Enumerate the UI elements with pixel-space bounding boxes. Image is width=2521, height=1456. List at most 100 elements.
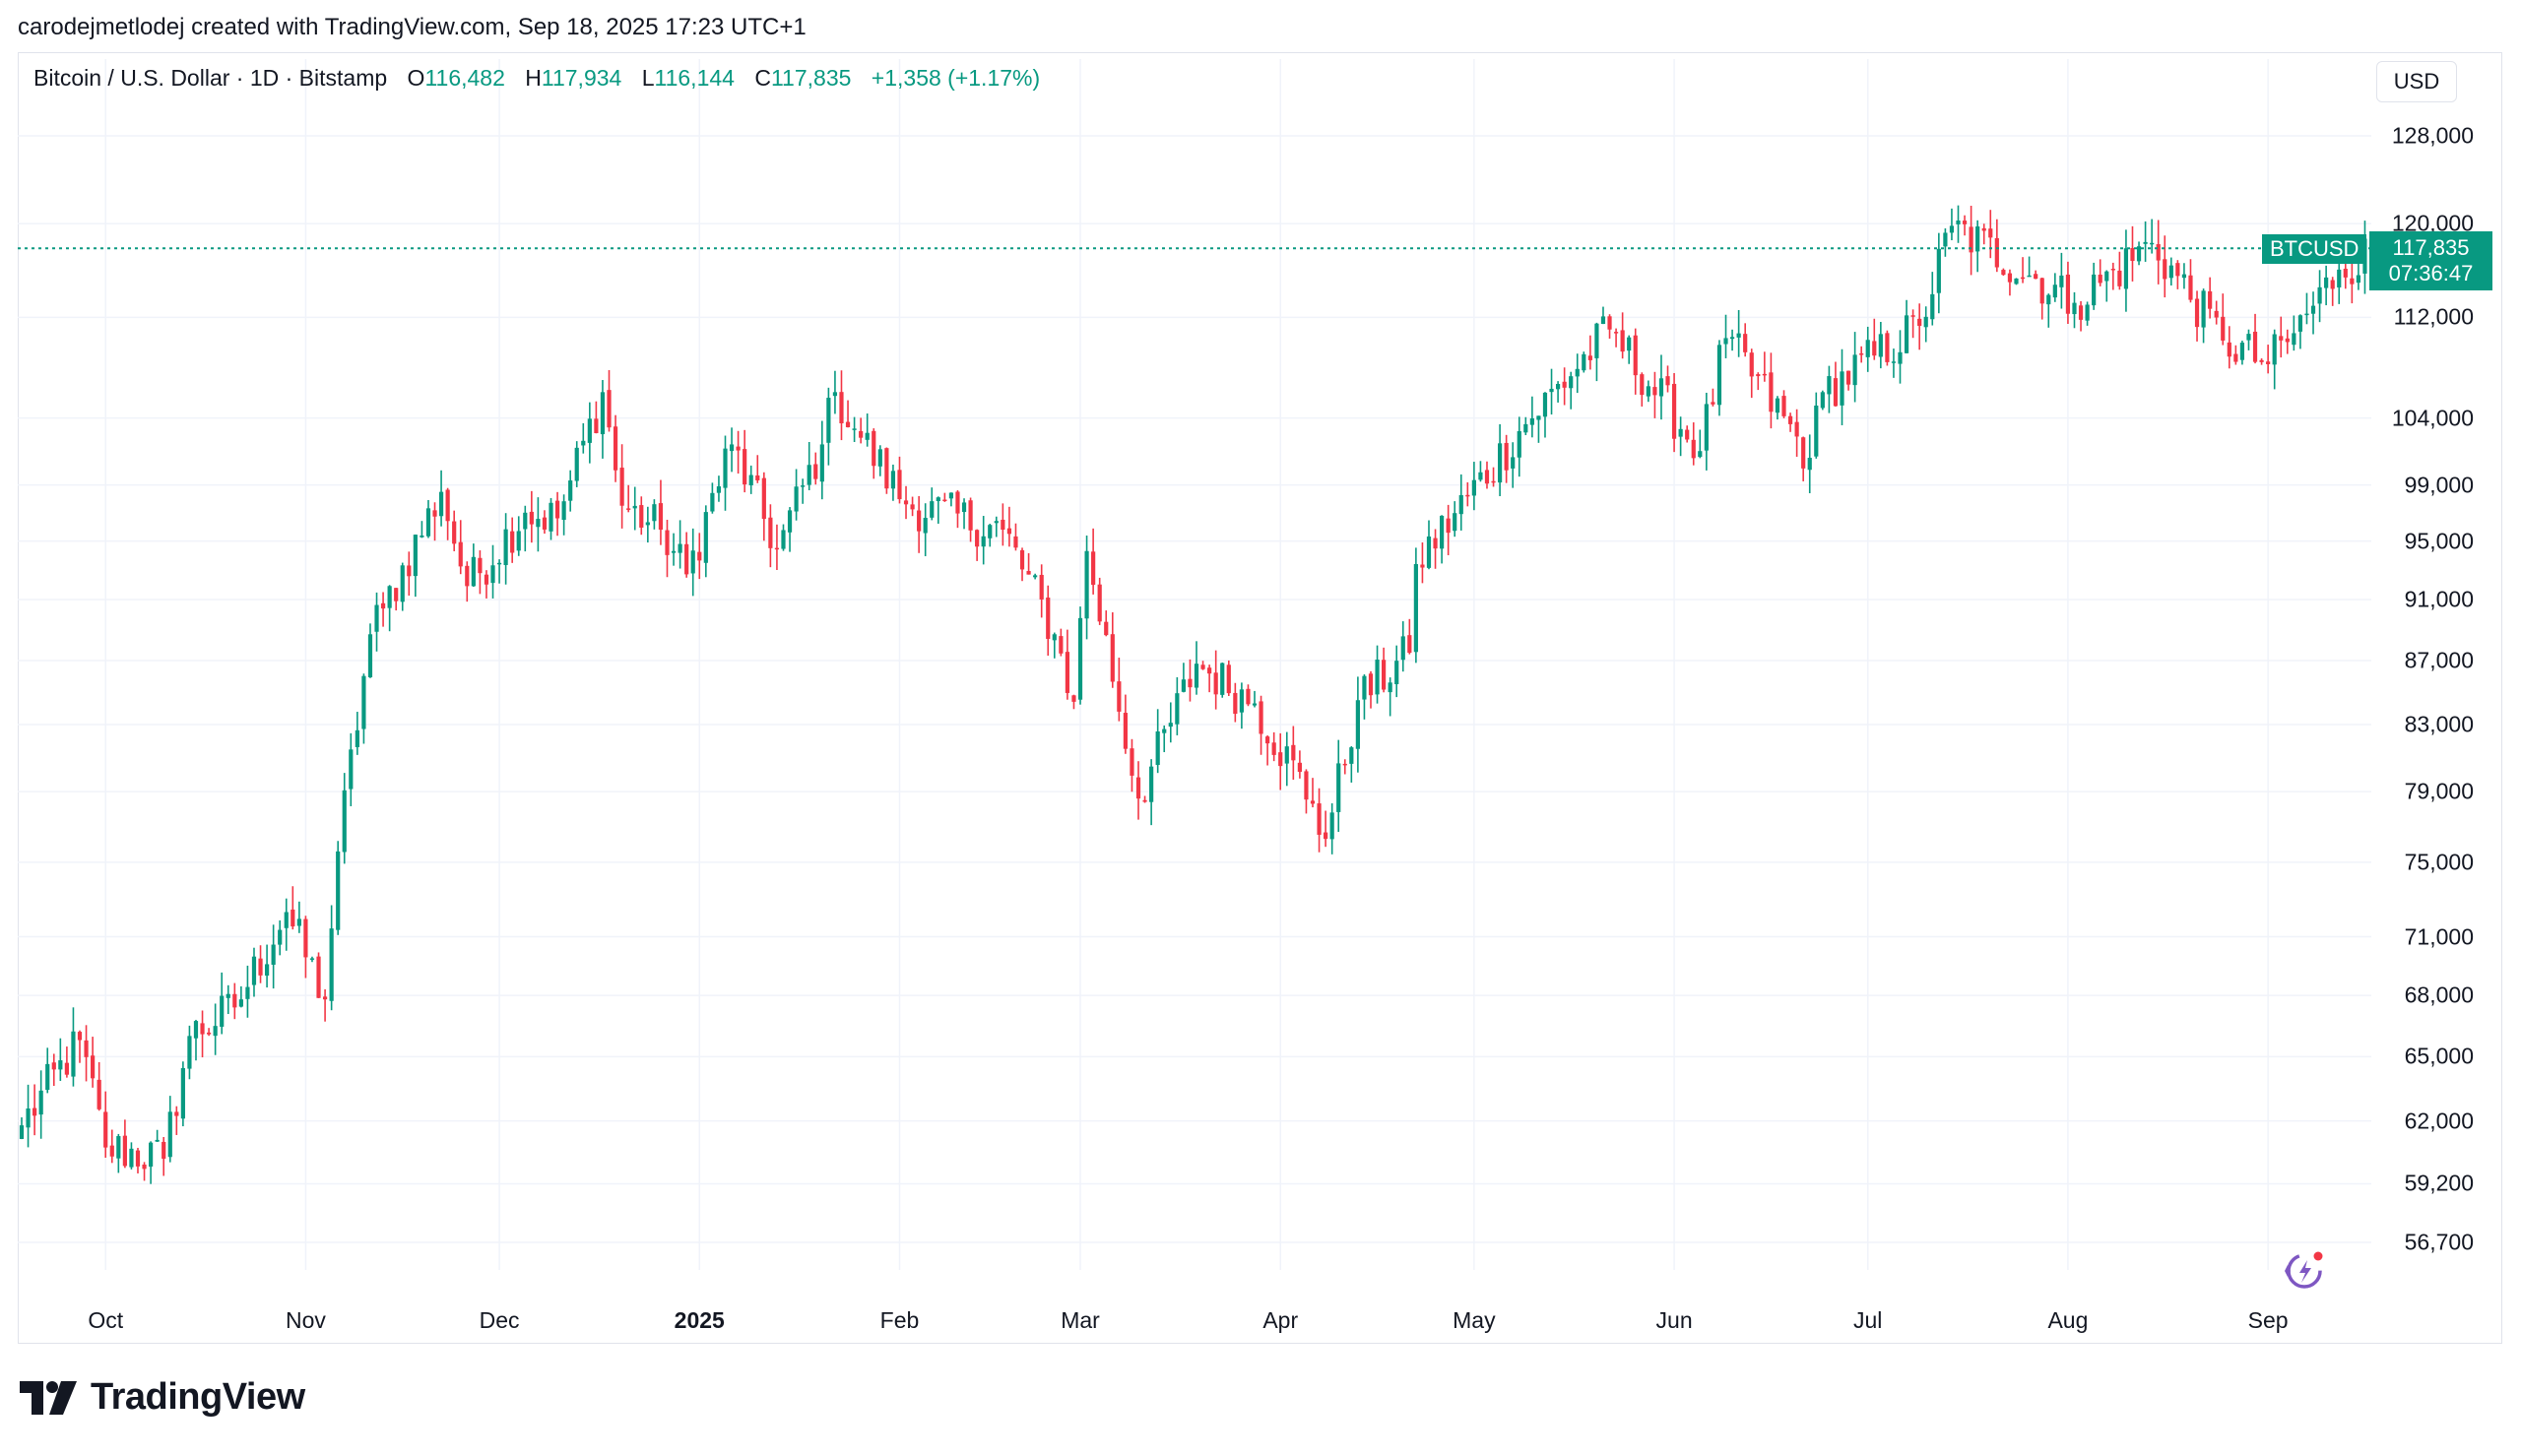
candle-body: [103, 1111, 108, 1148]
candle-body: [1135, 777, 1141, 799]
candle-body: [1297, 762, 1302, 773]
assistant-icon[interactable]: [2275, 1245, 2330, 1299]
candle-body: [626, 508, 631, 510]
candle-body: [478, 557, 483, 574]
candle-body: [761, 477, 766, 520]
candle-body: [1478, 472, 1483, 480]
candle-body: [432, 510, 437, 517]
symbol-title[interactable]: Bitcoin / U.S. Dollar · 1D · Bitstamp: [33, 65, 388, 91]
grid-lines: [18, 59, 2371, 1270]
time-tick-label: Sep: [2247, 1307, 2289, 1333]
candle-body: [930, 501, 935, 518]
candle-body: [51, 1062, 56, 1070]
candle-body: [729, 444, 735, 452]
candle-body: [84, 1040, 89, 1057]
candle-body: [1633, 335, 1638, 376]
candle-body: [1827, 376, 1832, 395]
candle-body: [2104, 271, 2109, 282]
candle-body: [1736, 333, 1741, 338]
candle-body: [2337, 269, 2342, 287]
candle-body: [2110, 269, 2115, 271]
candle-body: [1446, 518, 1451, 534]
candle-body: [2034, 274, 2038, 280]
candle-body: [600, 392, 606, 435]
candle-body: [968, 500, 973, 531]
candle-body: [1949, 225, 1955, 233]
candle-body: [1110, 634, 1115, 682]
candle-body: [1994, 237, 1999, 268]
candle-body: [1175, 693, 1180, 725]
candle-body: [594, 418, 599, 433]
candle-body: [2072, 302, 2077, 315]
candle-body: [2194, 298, 2200, 328]
candle-body: [1046, 598, 1051, 639]
currency-button[interactable]: USD: [2376, 61, 2457, 102]
candle-body: [129, 1148, 134, 1168]
candle-body: [1769, 372, 1774, 412]
candle-body: [1491, 480, 1496, 483]
candle-body: [1426, 536, 1432, 568]
time-tick-label: Oct: [88, 1307, 124, 1333]
candle-body: [387, 586, 392, 608]
candle-body: [1065, 652, 1070, 693]
candle-body: [2098, 274, 2102, 284]
candle-body: [187, 1036, 192, 1069]
candle-body: [639, 505, 644, 528]
candle-body: [826, 398, 831, 443]
candle-body: [1794, 421, 1799, 437]
candle-body: [2039, 278, 2044, 304]
candle-body: [1956, 221, 1961, 224]
candle-body: [1382, 660, 1387, 690]
candle-body: [503, 529, 508, 565]
candle-body: [2046, 294, 2051, 305]
candle-body: [736, 446, 741, 451]
candle-body: [2117, 270, 2122, 286]
candle-body: [1375, 660, 1380, 695]
price-tick-label: 83,000: [2404, 711, 2474, 737]
candle-body: [1711, 402, 1715, 405]
candle-body: [38, 1090, 43, 1115]
price-tick-label: 128,000: [2391, 122, 2474, 149]
candle-body: [380, 602, 386, 609]
candle-body: [1872, 341, 1877, 356]
candle-body: [1097, 584, 1102, 622]
candle-body: [613, 426, 618, 471]
candle-body: [174, 1111, 179, 1116]
candle-body: [1342, 763, 1347, 766]
candle-body: [1329, 812, 1334, 840]
candle-body: [581, 440, 586, 446]
last-price-tag: 117,835 07:36:47: [2369, 231, 2492, 290]
candle-body: [2201, 290, 2206, 328]
candle-body: [1575, 368, 1580, 377]
candle-body: [303, 918, 308, 958]
candle-body: [1233, 692, 1238, 715]
candle-body: [2123, 248, 2129, 289]
candle-body: [77, 1032, 83, 1041]
candle-body: [536, 519, 541, 528]
candle-body: [1368, 673, 1374, 696]
candle-body: [213, 1026, 218, 1037]
candle-body: [1845, 370, 1851, 385]
candle-body: [1207, 667, 1212, 674]
candle-body: [1440, 515, 1445, 549]
candle-body: [420, 535, 424, 538]
candle-body: [523, 512, 528, 530]
candle-body: [1627, 337, 1632, 351]
price-tick-label: 79,000: [2404, 778, 2474, 804]
candle-body: [658, 503, 664, 530]
candle-body: [510, 531, 515, 553]
candle-body: [768, 517, 773, 548]
candle-body: [1033, 575, 1038, 578]
candle-body: [1026, 571, 1031, 575]
candle-body: [619, 468, 624, 506]
candle-body: [1716, 345, 1722, 406]
price-tick-label: 62,000: [2404, 1108, 2474, 1134]
brand[interactable]: TradingView: [20, 1376, 305, 1419]
candle-body: [1019, 549, 1025, 570]
candle-body: [1220, 663, 1225, 695]
candle-body: [2059, 275, 2064, 287]
candle-body: [723, 448, 728, 488]
candle-body: [374, 604, 379, 632]
candle-body: [1962, 221, 1968, 224]
